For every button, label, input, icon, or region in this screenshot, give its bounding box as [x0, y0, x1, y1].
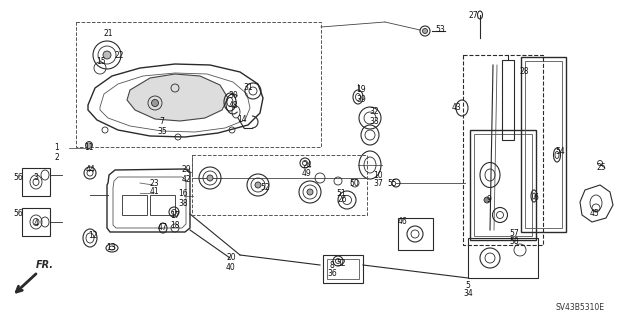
Text: 51: 51 [336, 189, 346, 197]
Text: 42: 42 [181, 174, 191, 183]
Text: 53: 53 [435, 26, 445, 34]
Text: 43: 43 [452, 102, 462, 112]
Ellipse shape [207, 175, 213, 181]
Text: 4: 4 [33, 219, 38, 228]
Bar [525, 61, 562, 228]
Text: 2: 2 [54, 152, 60, 161]
Text: 7: 7 [159, 117, 164, 127]
Bar [22, 168, 50, 196]
Ellipse shape [484, 197, 490, 203]
Ellipse shape [422, 28, 428, 33]
Bar [474, 134, 532, 236]
Bar [122, 195, 147, 215]
Text: 21: 21 [103, 28, 113, 38]
Text: 45: 45 [590, 209, 600, 218]
Bar [398, 218, 433, 250]
Bar [150, 195, 175, 215]
Text: 44: 44 [85, 166, 95, 174]
Bar [463, 55, 543, 245]
Text: 52: 52 [336, 259, 346, 269]
Text: 3: 3 [33, 173, 38, 182]
Ellipse shape [152, 100, 159, 107]
Text: 54: 54 [555, 147, 565, 157]
Text: 30: 30 [228, 92, 238, 100]
Text: 27: 27 [468, 11, 478, 19]
Text: 39: 39 [356, 94, 366, 103]
Text: 6: 6 [534, 194, 538, 203]
Text: 17: 17 [170, 211, 180, 219]
Text: 40: 40 [226, 263, 236, 271]
Polygon shape [127, 74, 228, 121]
Text: 19: 19 [356, 85, 366, 94]
Text: 38: 38 [178, 198, 188, 207]
Text: 10: 10 [373, 170, 383, 180]
Text: 22: 22 [115, 50, 124, 60]
Text: 58: 58 [509, 238, 519, 247]
Text: 48: 48 [228, 100, 238, 109]
Bar [76, 22, 321, 147]
Text: 13: 13 [106, 242, 116, 251]
Text: 26: 26 [337, 196, 347, 204]
Bar [192, 155, 367, 215]
Bar [327, 259, 359, 279]
Ellipse shape [255, 182, 261, 188]
Text: 5: 5 [465, 280, 470, 290]
Bar [470, 130, 536, 240]
Bar [22, 208, 50, 236]
Text: 57: 57 [509, 228, 519, 238]
Text: 49: 49 [302, 169, 312, 179]
Text: 50: 50 [349, 179, 359, 188]
Bar [468, 238, 538, 278]
Text: 55: 55 [387, 179, 397, 188]
Text: 20: 20 [226, 254, 236, 263]
Text: 8: 8 [330, 261, 334, 270]
Text: 36: 36 [327, 270, 337, 278]
Text: 34: 34 [463, 288, 473, 298]
Text: 1: 1 [54, 144, 60, 152]
Text: 52: 52 [260, 182, 270, 191]
Text: 11: 11 [84, 143, 93, 152]
Text: 33: 33 [369, 116, 379, 125]
Ellipse shape [307, 189, 313, 195]
Text: 56: 56 [13, 210, 23, 219]
Bar [521, 57, 566, 232]
Bar [502, 60, 514, 140]
Text: 46: 46 [397, 218, 407, 226]
Bar [323, 255, 363, 283]
Text: 28: 28 [519, 68, 529, 77]
Text: 41: 41 [149, 188, 159, 197]
Text: 9: 9 [486, 196, 492, 204]
Text: 29: 29 [181, 166, 191, 174]
Text: 56: 56 [13, 173, 23, 182]
Text: 16: 16 [178, 189, 188, 198]
Text: 37: 37 [373, 180, 383, 189]
Text: 31: 31 [243, 84, 253, 93]
Text: 12: 12 [88, 232, 98, 241]
Text: 23: 23 [149, 179, 159, 188]
Ellipse shape [103, 51, 111, 59]
Text: 25: 25 [596, 164, 606, 173]
Text: 35: 35 [157, 127, 167, 136]
Text: 32: 32 [369, 108, 379, 116]
Text: 24: 24 [302, 160, 312, 169]
Text: 47: 47 [157, 224, 167, 233]
Text: FR.: FR. [36, 260, 54, 270]
Ellipse shape [86, 142, 93, 149]
Text: SV43B5310E: SV43B5310E [555, 303, 604, 312]
Text: 18: 18 [170, 220, 180, 229]
Text: 14: 14 [237, 115, 247, 124]
Text: 15: 15 [96, 57, 106, 66]
